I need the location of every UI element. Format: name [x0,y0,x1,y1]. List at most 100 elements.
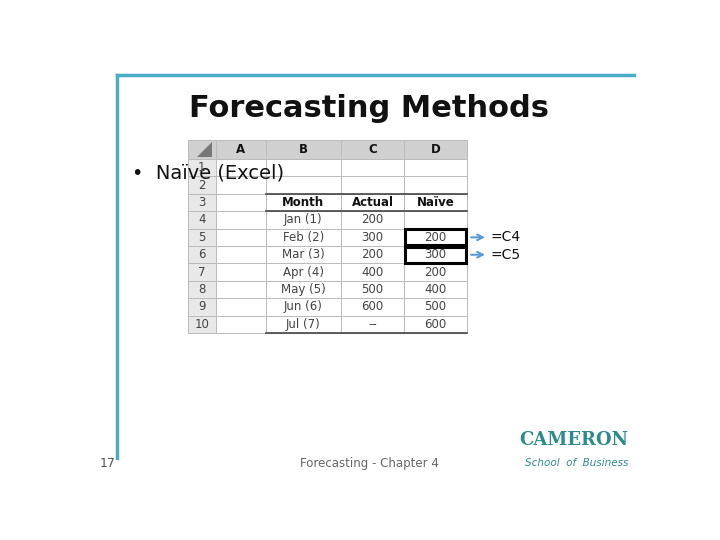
Bar [188,315,216,333]
Bar [404,211,467,228]
Bar [266,298,341,315]
Bar [216,246,266,264]
Bar [266,264,341,281]
Text: 400: 400 [424,283,446,296]
Text: Feb (2): Feb (2) [283,231,324,244]
Text: 200: 200 [424,231,446,244]
Bar [216,211,266,228]
Text: 300: 300 [424,248,446,261]
Bar [188,281,216,298]
Text: 6: 6 [198,248,205,261]
Bar [216,177,266,194]
Bar [216,140,266,159]
Text: CAMERON: CAMERON [519,431,629,449]
Text: 200: 200 [424,266,446,279]
Bar [341,159,404,177]
Text: May (5): May (5) [281,283,325,296]
Bar [188,298,216,315]
Bar [188,228,216,246]
Bar [341,194,404,211]
Text: 200: 200 [361,248,384,261]
Text: Forecasting - Chapter 4: Forecasting - Chapter 4 [300,457,438,470]
Polygon shape [197,142,212,157]
Text: 10: 10 [194,318,209,331]
Bar [216,194,266,211]
Bar [341,228,404,246]
Text: 300: 300 [361,231,384,244]
Bar [341,315,404,333]
Text: 500: 500 [424,300,446,313]
Bar [266,177,341,194]
Bar [341,211,404,228]
Bar [216,264,266,281]
Bar [188,211,216,228]
Bar [188,177,216,194]
Text: Jan (1): Jan (1) [284,213,323,226]
Bar [216,315,266,333]
Bar [266,140,341,159]
Text: 8: 8 [198,283,205,296]
Text: Actual: Actual [351,196,394,209]
Text: 5: 5 [198,231,205,244]
Text: 600: 600 [424,318,446,331]
Text: 7: 7 [198,266,205,279]
Bar [266,228,341,246]
Text: 600: 600 [361,300,384,313]
Bar [266,315,341,333]
Bar [404,315,467,333]
Text: --: -- [368,318,377,331]
Bar [404,246,467,264]
Text: Apr (4): Apr (4) [283,266,324,279]
Text: C: C [368,143,377,156]
Bar [404,159,467,177]
Bar [404,264,467,281]
Text: 200: 200 [361,213,384,226]
Text: 9: 9 [198,300,205,313]
Bar [216,228,266,246]
Bar [404,228,467,246]
Bar [405,230,466,245]
Bar [188,159,216,177]
Bar [404,298,467,315]
Text: A: A [236,143,246,156]
Bar [404,194,467,211]
Text: Naïve: Naïve [416,196,454,209]
Bar [404,177,467,194]
Bar [405,247,466,262]
Bar [216,281,266,298]
Text: •  Naïve (Excel): • Naïve (Excel) [132,164,284,183]
Bar [188,246,216,264]
Bar [341,246,404,264]
Bar [341,298,404,315]
Text: 500: 500 [361,283,384,296]
Text: =C5: =C5 [490,248,521,262]
Bar [216,159,266,177]
Text: 3: 3 [198,196,205,209]
Bar [341,264,404,281]
Bar [266,159,341,177]
Bar [341,177,404,194]
Bar [266,211,341,228]
Text: School  ​of​  Business: School ​of​ Business [525,458,629,468]
Text: B: B [299,143,308,156]
Bar [266,281,341,298]
Text: Mar (3): Mar (3) [282,248,325,261]
Bar [404,140,467,159]
Text: D: D [431,143,440,156]
Text: =C4: =C4 [490,231,521,244]
Text: Forecasting Methods: Forecasting Methods [189,94,549,123]
Text: Jul (7): Jul (7) [286,318,320,331]
Text: 2: 2 [198,179,205,192]
Text: 1: 1 [198,161,205,174]
Bar [216,298,266,315]
Bar [188,264,216,281]
Bar [266,246,341,264]
Bar [188,194,216,211]
Text: 400: 400 [361,266,384,279]
Text: 17: 17 [100,457,116,470]
Text: 4: 4 [198,213,205,226]
Bar [341,281,404,298]
Text: Jun (6): Jun (6) [284,300,323,313]
Text: Month: Month [282,196,325,209]
Bar [188,140,216,159]
